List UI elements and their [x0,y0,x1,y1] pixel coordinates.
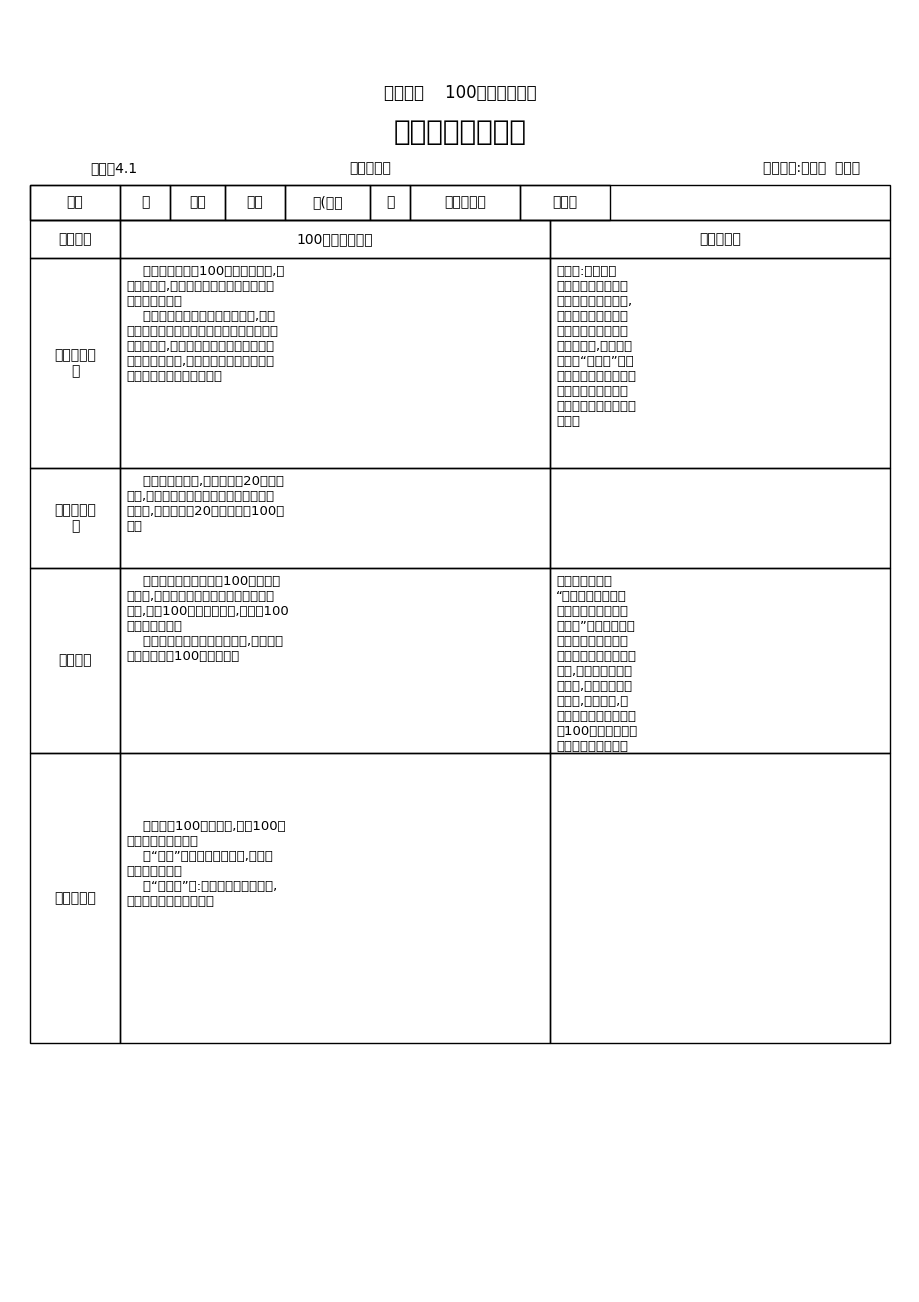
Text: 使学生可以对的地数出100以内物体
的各数,懂得这些数是由几种十和几种一构
成的,掌握100以内数的顺序,会比较100
以内数的大小。
    使学生懂得个位和: 使学生可以对的地数出100以内物体 的各数,懂得这些数是由几种十和几种一构 成的… [126,575,289,663]
Bar [30,258,119,467]
Text: 第四单元    100以内数的结识: 第四单元 100以内数的结识 [383,85,536,102]
Text: 时间：4.1: 时间：4.1 [90,161,137,174]
Bar [119,220,550,258]
Bar [369,185,410,220]
Text: 地点：教室: 地点：教室 [348,161,391,174]
Bar [30,185,889,220]
Text: 四: 四 [385,195,393,210]
Bar [119,568,550,753]
Bar [30,467,119,568]
Bar [119,185,170,220]
Bar [119,258,550,467]
Bar [550,568,889,753]
Text: 100以内数的结识: 100以内数的结识 [296,232,373,246]
Bar [30,753,119,1043]
Bar [285,185,369,220]
Text: 学科: 学科 [189,195,206,210]
Text: 中心发言人: 中心发言人 [444,195,485,210]
Text: 郑宝莲：使学生
“在情感态度和一般
能力方面都能得到充
足发展”是义务教育阶
段数学教育的总体目
的之一。为了实现这个
目的,教师在本单元的
教学中,应尽量做到: 郑宝莲：使学生 “在情感态度和一般 能力方面都能得到充 足发展”是义务教育阶 段… [555,575,637,753]
Bar [119,753,550,1043]
Bar [119,467,550,568]
Text: 新桥小学集体备课: 新桥小学集体备课 [393,118,526,146]
Bar [225,185,285,220]
Text: 备课组意见: 备课组意见 [698,232,740,246]
Text: 谢万成: 谢万成 [551,195,577,210]
Text: 学习目的: 学习目的 [58,654,92,668]
Bar [550,467,889,568]
Bar [519,185,609,220]
Bar [410,185,519,220]
Text: 谢万成:为了让一
年级的学生掌握本单
元中的诸多抽象概念,
最有效的措施就是让
学生经历每一种概念
的形成过程,经历将具
体问题“数学化”的过
程。这个过程的重: 谢万成:为了让一 年级的学生掌握本单 元中的诸多抽象概念, 最有效的措施就是让 … [555,266,635,428]
Text: 参与人员:谢万成  郑宝莲: 参与人员:谢万成 郑宝莲 [762,161,859,174]
Bar [550,220,889,258]
Text: 单元学情分
析: 单元学情分 析 [54,503,96,533]
Text: 本单元的内容是100以内数的结识,涉
及数的结识,解决问题以及整十数加一位数
和相应的减法。
    数的概念是整座数学大厦的基本,是最
基本最重要的数学概念。: 本单元的内容是100以内数的结识,涉 及数的结识,解决问题以及整十数加一位数 和… [126,266,284,383]
Bar [30,185,119,220]
Bar [170,185,225,220]
Bar [30,568,119,753]
Text: 单元主题: 单元主题 [58,232,92,246]
Bar [30,220,119,258]
Text: 一: 一 [141,195,149,210]
Bar [550,258,889,467]
Bar [550,753,889,1043]
Text: 年级: 年级 [66,195,84,210]
Text: 数学: 数学 [246,195,263,210]
Text: 章(组）: 章(组） [312,195,343,210]
Text: 学习重难点: 学习重难点 [54,891,96,905]
Text: 单元内容分
析: 单元内容分 析 [54,348,96,378]
Text: 在一年级上学期,我们结识了20以内的
各数,这是认数教学的第一阶段。在一年级
下学期,认数范畴由20以内扩展到100以
内。: 在一年级上学期,我们结识了20以内的 各数,这是认数教学的第一阶段。在一年级 下… [126,475,284,533]
Text: 对的数出100以内的数,建立100以
内数的概念和数感。
    用“多少”描述数之间的关系,能解决
某些实际问题。
    数“拐弯数”即:当数到接近整十数时: 对的数出100以内的数,建立100以 内数的概念和数感。 用“多少”描述数之间的… [126,760,285,907]
